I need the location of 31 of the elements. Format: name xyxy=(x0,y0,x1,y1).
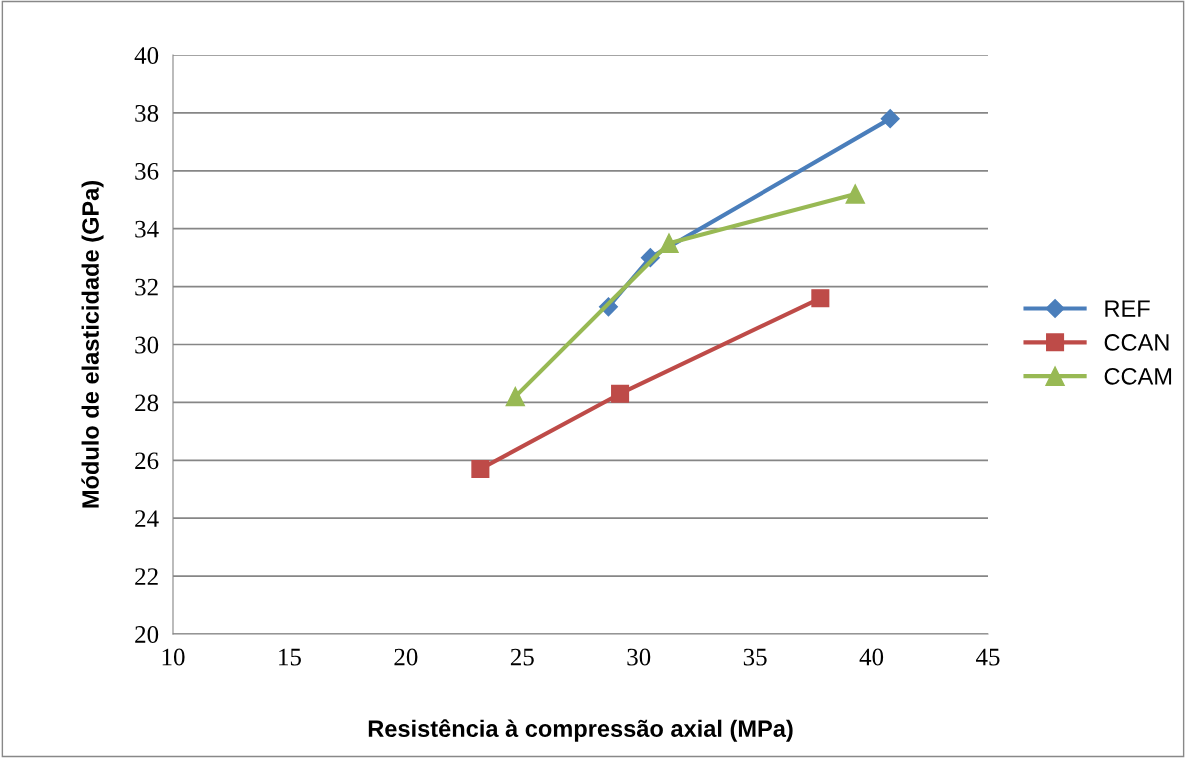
y-tick-label: 28 xyxy=(135,394,159,412)
x-axis-title: Resistência à compressão axial (MPa) xyxy=(368,719,793,742)
point xyxy=(811,289,830,308)
y-tick-label: 20 xyxy=(135,626,159,643)
y-tick-label: 24 xyxy=(135,510,159,527)
x-tick-label: 45 xyxy=(975,648,1000,666)
point xyxy=(659,233,679,253)
point xyxy=(505,386,526,407)
y-tick-label: 26 xyxy=(135,452,159,470)
y-tick-label: 34 xyxy=(135,220,159,238)
y-tick-label: 40 xyxy=(134,47,159,64)
x-tick-label: 20 xyxy=(394,648,418,666)
y-tick-label: 32 xyxy=(135,278,158,296)
legend-label: REF xyxy=(1105,300,1150,317)
x-tick-label: 10 xyxy=(162,648,185,666)
point xyxy=(845,184,865,204)
x-tick-label: 15 xyxy=(279,648,301,666)
y-tick-label: 22 xyxy=(135,568,158,585)
point xyxy=(880,109,900,129)
y-tick-label: 30 xyxy=(135,336,159,354)
y-tick-label: 36 xyxy=(135,162,159,180)
legend-label: CCAM xyxy=(1104,367,1172,385)
x-tick-label: 40 xyxy=(859,648,884,666)
point xyxy=(471,459,490,479)
point xyxy=(611,384,630,403)
x-tick-label: 30 xyxy=(627,648,651,666)
x-tick-label: 35 xyxy=(743,648,767,666)
x-tick-label: 25 xyxy=(510,648,534,666)
y-tick-label: 38 xyxy=(135,104,159,122)
y-axis-title: Módulo de elasticidade (GPa) xyxy=(81,181,104,508)
legend-label: CCAN xyxy=(1104,334,1169,351)
